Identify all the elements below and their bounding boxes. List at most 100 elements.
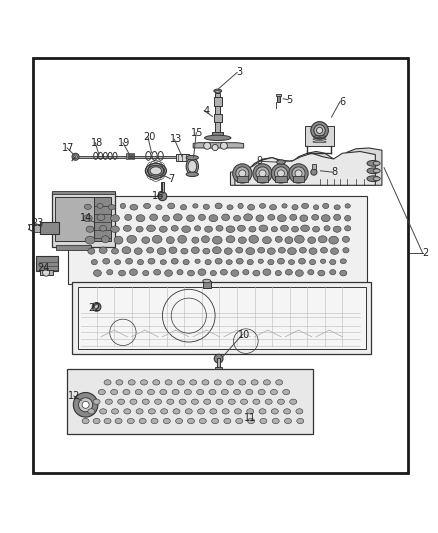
Ellipse shape	[289, 214, 296, 221]
Ellipse shape	[248, 227, 255, 232]
Circle shape	[72, 154, 79, 160]
Ellipse shape	[105, 399, 112, 405]
Ellipse shape	[307, 270, 313, 275]
Circle shape	[82, 401, 89, 408]
Circle shape	[232, 164, 251, 183]
Ellipse shape	[245, 390, 252, 395]
Ellipse shape	[234, 409, 241, 414]
Ellipse shape	[134, 248, 142, 254]
Ellipse shape	[157, 248, 166, 255]
Bar	[33, 58, 407, 473]
Ellipse shape	[330, 248, 338, 254]
Ellipse shape	[277, 259, 284, 264]
Ellipse shape	[154, 399, 161, 405]
Ellipse shape	[237, 203, 243, 208]
Ellipse shape	[141, 237, 149, 244]
Ellipse shape	[116, 379, 123, 385]
Ellipse shape	[215, 259, 222, 264]
Bar	[213, 96, 221, 106]
Ellipse shape	[210, 270, 216, 276]
Bar	[39, 270, 53, 275]
Ellipse shape	[173, 409, 180, 414]
Circle shape	[288, 164, 307, 183]
Bar	[202, 281, 210, 288]
Ellipse shape	[294, 236, 304, 243]
Text: 3: 3	[236, 68, 242, 77]
Ellipse shape	[213, 89, 221, 93]
Bar	[216, 358, 220, 367]
Ellipse shape	[237, 225, 245, 231]
Bar	[68, 196, 366, 284]
Ellipse shape	[139, 418, 146, 424]
Ellipse shape	[165, 379, 172, 385]
Ellipse shape	[173, 214, 182, 221]
Ellipse shape	[215, 91, 220, 93]
Ellipse shape	[299, 247, 306, 253]
Ellipse shape	[115, 418, 122, 424]
Text: 17: 17	[62, 143, 74, 153]
Ellipse shape	[99, 409, 106, 414]
Ellipse shape	[124, 214, 131, 221]
Ellipse shape	[136, 227, 143, 232]
Ellipse shape	[137, 260, 143, 265]
Ellipse shape	[339, 270, 346, 276]
Ellipse shape	[140, 379, 147, 385]
Ellipse shape	[153, 269, 160, 275]
Bar	[56, 245, 91, 250]
Ellipse shape	[199, 418, 206, 424]
Ellipse shape	[205, 260, 211, 265]
Ellipse shape	[171, 225, 178, 231]
Ellipse shape	[226, 379, 233, 385]
Ellipse shape	[258, 390, 265, 395]
Ellipse shape	[88, 409, 95, 414]
Ellipse shape	[212, 236, 222, 244]
Ellipse shape	[313, 205, 318, 209]
Circle shape	[220, 142, 227, 149]
Ellipse shape	[307, 237, 315, 244]
Ellipse shape	[329, 270, 335, 275]
Ellipse shape	[226, 226, 234, 232]
Ellipse shape	[265, 399, 272, 405]
Ellipse shape	[142, 399, 149, 405]
Bar	[52, 192, 115, 247]
Polygon shape	[304, 126, 333, 146]
Ellipse shape	[285, 269, 292, 275]
Ellipse shape	[224, 248, 232, 254]
Ellipse shape	[318, 236, 326, 243]
Ellipse shape	[295, 270, 303, 277]
Circle shape	[274, 167, 287, 180]
Ellipse shape	[136, 215, 145, 222]
Ellipse shape	[277, 399, 284, 405]
Bar	[275, 176, 286, 182]
Ellipse shape	[259, 204, 265, 208]
Ellipse shape	[344, 215, 350, 221]
Ellipse shape	[257, 247, 264, 253]
Circle shape	[235, 167, 248, 180]
Ellipse shape	[167, 203, 174, 209]
Text: 6: 6	[339, 97, 345, 107]
Ellipse shape	[151, 418, 158, 424]
Ellipse shape	[242, 270, 248, 275]
Ellipse shape	[275, 236, 282, 243]
Ellipse shape	[262, 269, 270, 276]
Ellipse shape	[135, 390, 142, 395]
Ellipse shape	[322, 203, 328, 208]
Ellipse shape	[211, 418, 218, 424]
Bar	[175, 154, 188, 161]
Ellipse shape	[251, 379, 258, 385]
Ellipse shape	[99, 247, 107, 254]
Ellipse shape	[215, 399, 223, 405]
Ellipse shape	[284, 237, 292, 244]
Ellipse shape	[226, 205, 233, 209]
Ellipse shape	[366, 160, 378, 166]
Ellipse shape	[329, 260, 335, 265]
Ellipse shape	[311, 214, 318, 220]
Ellipse shape	[301, 203, 308, 208]
Ellipse shape	[122, 247, 131, 254]
Ellipse shape	[203, 399, 210, 405]
Ellipse shape	[287, 248, 296, 255]
Ellipse shape	[125, 259, 132, 264]
Ellipse shape	[204, 226, 212, 232]
Ellipse shape	[269, 205, 276, 210]
Ellipse shape	[203, 204, 209, 209]
